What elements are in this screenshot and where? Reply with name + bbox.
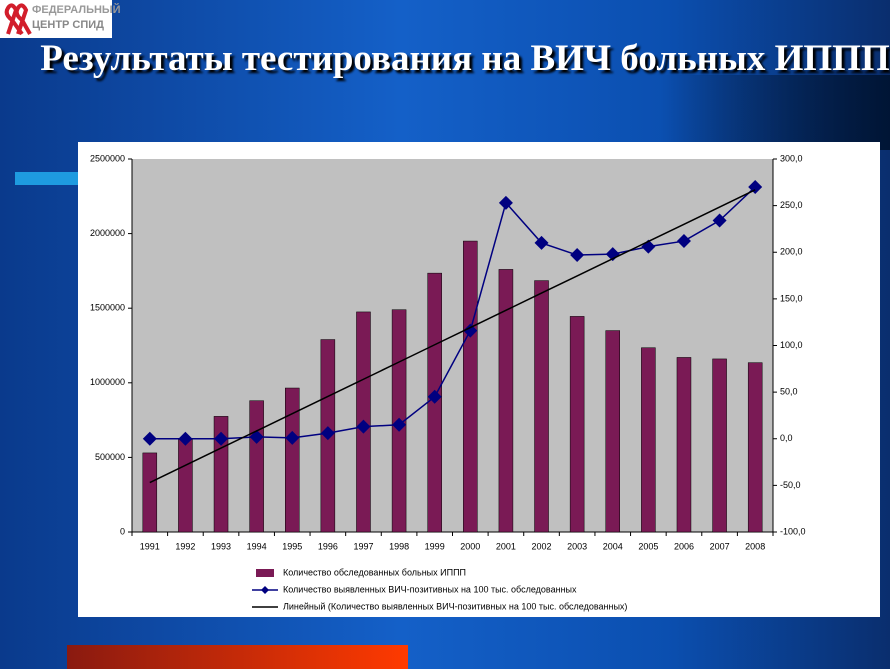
- marker: [463, 323, 478, 338]
- x-tick-label: 1999: [425, 541, 445, 551]
- logo-ribbon: [4, 3, 32, 36]
- x-tick-label: 2005: [638, 541, 658, 551]
- legend-label: Линейный (Количество выявленных ВИЧ-пози…: [283, 601, 627, 611]
- x-tick-label: 1992: [175, 541, 195, 551]
- marker: [285, 430, 300, 445]
- bar: [534, 280, 549, 533]
- x-tick-label: 2000: [460, 541, 480, 551]
- x-tick-label: 1996: [318, 541, 338, 551]
- line: [149, 189, 756, 484]
- bar: [142, 452, 158, 533]
- x-tick-label: 1995: [282, 541, 302, 551]
- marker: [214, 431, 229, 446]
- legend-label: Количество обследованных больных ИППП: [283, 567, 466, 577]
- bar: [178, 439, 193, 533]
- x-tick-label: 2003: [567, 541, 587, 551]
- decor-band: [660, 75, 890, 150]
- y2-tick-label: 250,0: [780, 200, 803, 210]
- plot-area: [132, 159, 773, 532]
- marker: [392, 417, 407, 432]
- bar: [712, 358, 727, 533]
- bar: [213, 416, 229, 533]
- marker: [142, 431, 157, 446]
- y2-tick-label: 100,0: [780, 340, 803, 350]
- x-tick-label: 1997: [353, 541, 373, 551]
- bar: [569, 316, 585, 533]
- y2-tick-label: 150,0: [780, 293, 803, 303]
- y2-tick-label: 200,0: [780, 247, 803, 257]
- marker: [676, 234, 691, 249]
- marker: [356, 419, 371, 434]
- logo-text: ЦЕНТР СПИД: [32, 19, 105, 31]
- y-tick-label: 1000000: [90, 377, 125, 387]
- bar: [249, 400, 264, 533]
- bar: [498, 269, 514, 533]
- y2-tick-label: 0,0: [780, 433, 793, 443]
- bar: [463, 240, 478, 533]
- y2-tick-label: -100,0: [780, 526, 806, 536]
- y-tick-label: 0: [120, 526, 125, 536]
- bar: [285, 387, 300, 533]
- x-tick-label: 1998: [389, 541, 409, 551]
- marker: [712, 213, 727, 228]
- x-tick-label: 2008: [745, 541, 765, 551]
- y-tick-label: 2500000: [90, 153, 125, 163]
- bar: [747, 362, 763, 533]
- x-tick-label: 2006: [674, 541, 694, 551]
- bar: [605, 330, 620, 533]
- legend-marker: [261, 586, 269, 594]
- x-tick-label: 2007: [710, 541, 730, 551]
- marker: [178, 431, 193, 446]
- x-tick-label: 2001: [496, 541, 516, 551]
- y2-tick-label: 50,0: [780, 387, 798, 397]
- x-tick-label: 2002: [532, 541, 552, 551]
- marker: [748, 179, 763, 194]
- marker: [570, 248, 585, 263]
- y2-tick-label: 300,0: [780, 153, 803, 163]
- marker: [427, 389, 442, 404]
- marker: [320, 426, 335, 441]
- y-tick-label: 2000000: [90, 228, 125, 238]
- logo-text: ФЕДЕРАЛЬНЫЙ: [32, 4, 121, 16]
- bar: [676, 357, 692, 533]
- slide-title: Результаты тестирования на ВИЧ больных И…: [40, 38, 890, 79]
- decor-bar: [67, 645, 408, 669]
- chart: 0 500000 1000000 1500000 2000000 2500000 -100,…: [78, 142, 880, 617]
- bar: [641, 347, 656, 533]
- x-tick-label: 1993: [211, 541, 231, 551]
- decor-bar: [15, 172, 78, 185]
- legend-swatch: [256, 569, 274, 577]
- x-tick-label: 1994: [247, 541, 267, 551]
- marker: [498, 195, 513, 210]
- x-tick-label: 2004: [603, 541, 623, 551]
- y2-tick-label: -50,0: [780, 480, 801, 490]
- x-tick-label: 1991: [140, 541, 160, 551]
- y-tick-label: 500000: [95, 452, 125, 462]
- y-tick-label: 1500000: [90, 303, 125, 313]
- marker: [534, 235, 549, 250]
- logo-box: ФЕДЕРАЛЬНЫЙ ЦЕНТР СПИД: [0, 0, 121, 38]
- legend-label: Количество выявленных ВИЧ-позитивных на …: [283, 584, 577, 594]
